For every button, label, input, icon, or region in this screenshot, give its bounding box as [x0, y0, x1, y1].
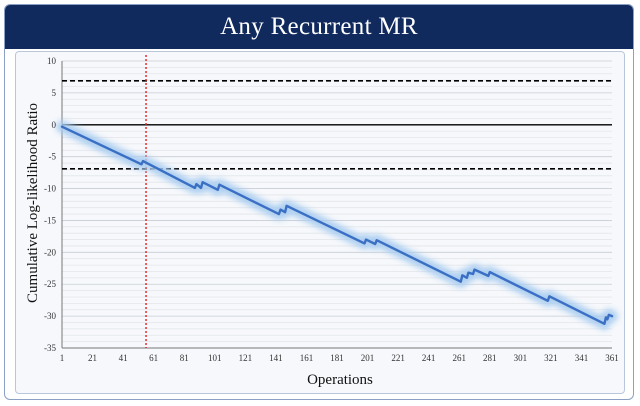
y-tick-label: -30	[44, 311, 56, 321]
series-glow	[56, 120, 618, 330]
y-tick-label: -15	[44, 215, 56, 225]
x-tick-label: 261	[452, 353, 466, 363]
x-tick-label: 161	[300, 353, 314, 363]
chart-frame: Any Recurrent MR	[4, 4, 634, 400]
y-tick-label: -20	[44, 247, 56, 257]
x-tick-label: 301	[514, 353, 528, 363]
x-tick-label: 241	[422, 353, 436, 363]
x-tick-label: 41	[119, 353, 128, 363]
x-tick-label: 121	[239, 353, 253, 363]
y-tick-label: 0	[52, 120, 57, 130]
y-tick-label: -25	[44, 279, 56, 289]
x-tick-label: 61	[149, 353, 158, 363]
y-tick-label: 5	[52, 88, 57, 98]
x-tick-label: 281	[483, 353, 497, 363]
x-tick-label: 321	[544, 353, 558, 363]
series-layer	[56, 120, 618, 330]
x-tick-label: 1	[60, 353, 65, 363]
x-axis-title: Operations	[307, 372, 373, 388]
x-tick-label: 21	[88, 353, 97, 363]
x-tick-label: 201	[361, 353, 375, 363]
x-tick-label: 221	[391, 353, 405, 363]
y-tick-label: -5	[49, 152, 57, 162]
y-axis-title: Cumulative Log-likelihood Ratio	[25, 103, 41, 303]
x-tick-label: 341	[575, 353, 589, 363]
x-tick-label: 81	[180, 353, 189, 363]
y-tick-label: 10	[47, 56, 57, 66]
chart-title: Any Recurrent MR	[5, 5, 633, 49]
x-tick-label: 101	[208, 353, 222, 363]
x-tick-label: 361	[605, 353, 619, 363]
x-tick-label: 141	[269, 353, 283, 363]
gridlines	[62, 60, 612, 349]
y-tick-label: -35	[44, 343, 56, 353]
x-tick-label: 181	[330, 353, 344, 363]
y-tick-label: -10	[44, 184, 56, 194]
series-line	[60, 125, 614, 325]
